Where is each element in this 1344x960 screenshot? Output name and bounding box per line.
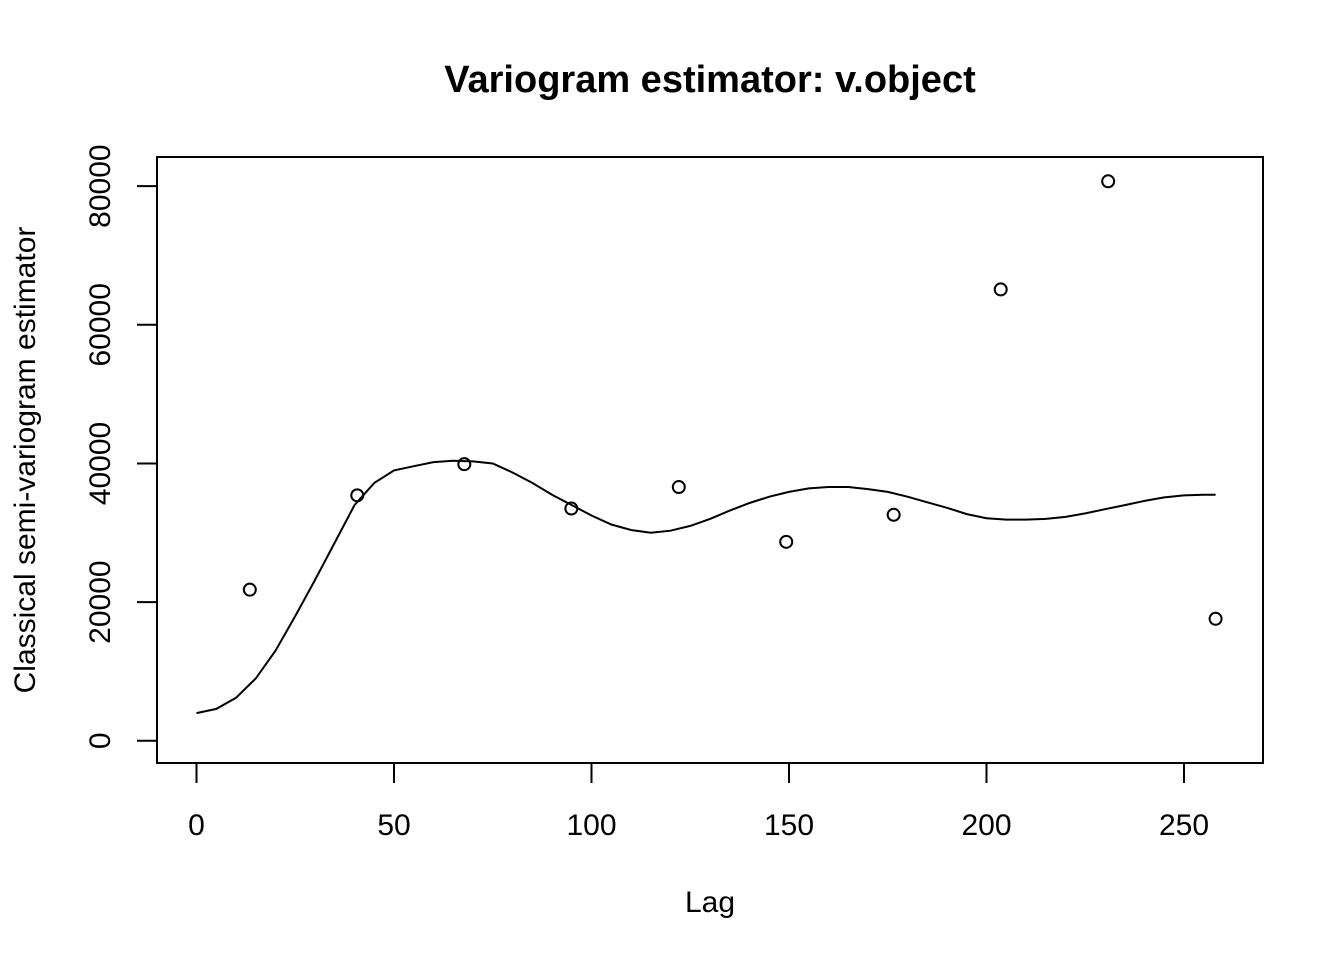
estimator-point bbox=[458, 458, 470, 470]
y-tick-label: 80000 bbox=[84, 144, 117, 227]
estimator-point bbox=[888, 509, 900, 521]
x-tick-label: 100 bbox=[566, 809, 616, 842]
estimator-point bbox=[1210, 613, 1222, 625]
x-tick-label: 50 bbox=[377, 809, 410, 842]
plot-frame bbox=[157, 157, 1263, 763]
x-tick-label: 150 bbox=[764, 809, 814, 842]
x-axis-label: Lag bbox=[685, 886, 735, 919]
x-tick-label: 0 bbox=[188, 809, 205, 842]
estimator-point bbox=[780, 536, 792, 548]
x-axis: 0 50 100 150 200 250 bbox=[188, 763, 1209, 842]
x-tick-label: 200 bbox=[961, 809, 1011, 842]
chart-title: Variogram estimator: v.object bbox=[444, 59, 976, 101]
y-tick-label: 40000 bbox=[84, 422, 117, 505]
x-tick-label: 250 bbox=[1159, 809, 1209, 842]
estimator-point bbox=[995, 283, 1007, 295]
estimator-point bbox=[351, 489, 363, 501]
y-tick-label: 0 bbox=[84, 732, 117, 749]
estimator-point bbox=[244, 584, 256, 596]
estimator-points bbox=[244, 175, 1222, 625]
y-tick-label: 60000 bbox=[84, 283, 117, 366]
estimator-point bbox=[1102, 175, 1114, 187]
y-axis-label: Classical semi-variogram estimator bbox=[9, 227, 42, 694]
fitted-model-line bbox=[197, 461, 1216, 713]
estimator-point bbox=[673, 481, 685, 493]
y-axis: 0 20000 40000 60000 80000 bbox=[84, 144, 157, 749]
y-tick-label: 20000 bbox=[84, 560, 117, 643]
